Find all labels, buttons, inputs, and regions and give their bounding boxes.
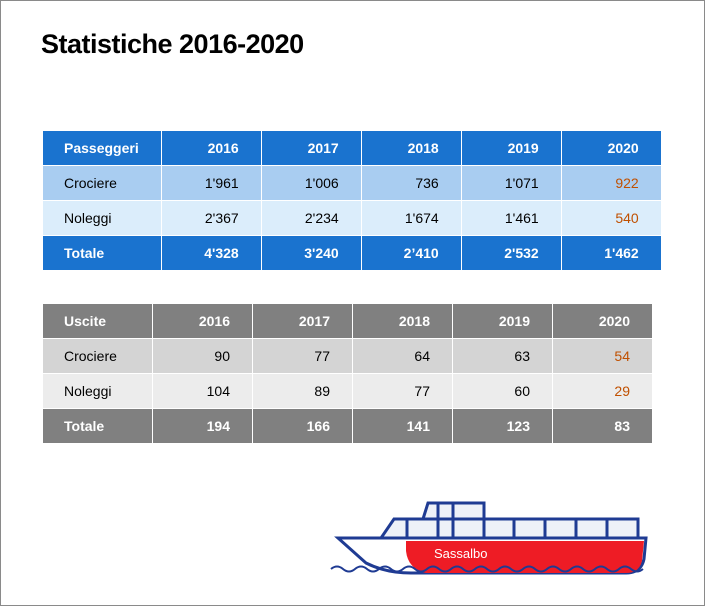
passengers-table: Passeggeri 2016 2017 2018 2019 2020 Crociere 1'… xyxy=(43,131,661,270)
header-label: Passeggeri xyxy=(43,131,162,166)
total-cell: 83 xyxy=(552,408,652,443)
cell: 63 xyxy=(452,338,553,374)
total-cell: 194 xyxy=(152,408,253,443)
year-header: 2017 xyxy=(260,131,362,166)
year-header: 2019 xyxy=(452,304,553,339)
boat-name: Sassalbo xyxy=(434,546,487,561)
table-row: Crociere 90 77 64 63 54 xyxy=(43,338,652,374)
cell: 2'234 xyxy=(260,200,362,236)
cell: 1'961 xyxy=(160,165,262,201)
cell: 54 xyxy=(552,338,652,374)
table-row: Crociere 1'961 1'006 736 1'071 922 xyxy=(43,165,661,201)
year-header: 2018 xyxy=(360,131,462,166)
total-row: Totale 194 166 141 123 83 xyxy=(43,408,652,443)
row-label: Noleggi xyxy=(43,200,162,236)
header-row: Passeggeri 2016 2017 2018 2019 2020 xyxy=(43,131,661,166)
year-header: 2020 xyxy=(560,131,661,166)
row-label: Crociere xyxy=(43,165,162,201)
cell: 90 xyxy=(152,338,253,374)
total-cell: 2’410 xyxy=(360,235,462,270)
cell: 89 xyxy=(252,373,353,409)
cell: 1'674 xyxy=(360,200,462,236)
page-title: Statistiche 2016-2020 xyxy=(41,29,304,59)
cell: 2'367 xyxy=(160,200,262,236)
year-header: 2017 xyxy=(252,304,353,339)
cell: 922 xyxy=(560,165,661,201)
cell: 77 xyxy=(352,373,453,409)
trips-table: Uscite 2016 2017 2018 2019 2020 Crociere 90 77 64… xyxy=(43,304,652,443)
table-row: Noleggi 2'367 2'234 1'674 1'461 540 xyxy=(43,200,661,236)
table-row: Noleggi 104 89 77 60 29 xyxy=(43,373,652,409)
cell: 104 xyxy=(152,373,253,409)
cell: 77 xyxy=(252,338,353,374)
cell: 1'006 xyxy=(260,165,362,201)
total-cell: 141 xyxy=(352,408,453,443)
cell: 736 xyxy=(360,165,462,201)
total-cell: 4'328 xyxy=(160,235,262,270)
cell: 29 xyxy=(552,373,652,409)
cell: 60 xyxy=(452,373,553,409)
total-cell: 2'532 xyxy=(460,235,562,270)
total-cell: 166 xyxy=(252,408,353,443)
total-cell: 3'240 xyxy=(260,235,362,270)
row-label: Noleggi xyxy=(43,373,153,409)
cell: 540 xyxy=(560,200,661,236)
total-row: Totale 4'328 3'240 2’410 2'532 1'462 xyxy=(43,235,661,270)
total-label: Totale xyxy=(43,235,162,270)
cell: 1'461 xyxy=(460,200,562,236)
header-label: Uscite xyxy=(43,304,153,339)
total-cell: 123 xyxy=(452,408,553,443)
boat-illustration: Sassalbo xyxy=(330,501,648,575)
total-label: Totale xyxy=(43,408,153,443)
year-header: 2019 xyxy=(460,131,562,166)
year-header: 2016 xyxy=(152,304,253,339)
cell: 64 xyxy=(352,338,453,374)
year-header: 2018 xyxy=(352,304,453,339)
cell: 1'071 xyxy=(460,165,562,201)
row-label: Crociere xyxy=(43,338,153,374)
year-header: 2020 xyxy=(552,304,652,339)
total-cell: 1'462 xyxy=(560,235,661,270)
year-header: 2016 xyxy=(160,131,262,166)
header-row: Uscite 2016 2017 2018 2019 2020 xyxy=(43,304,652,339)
